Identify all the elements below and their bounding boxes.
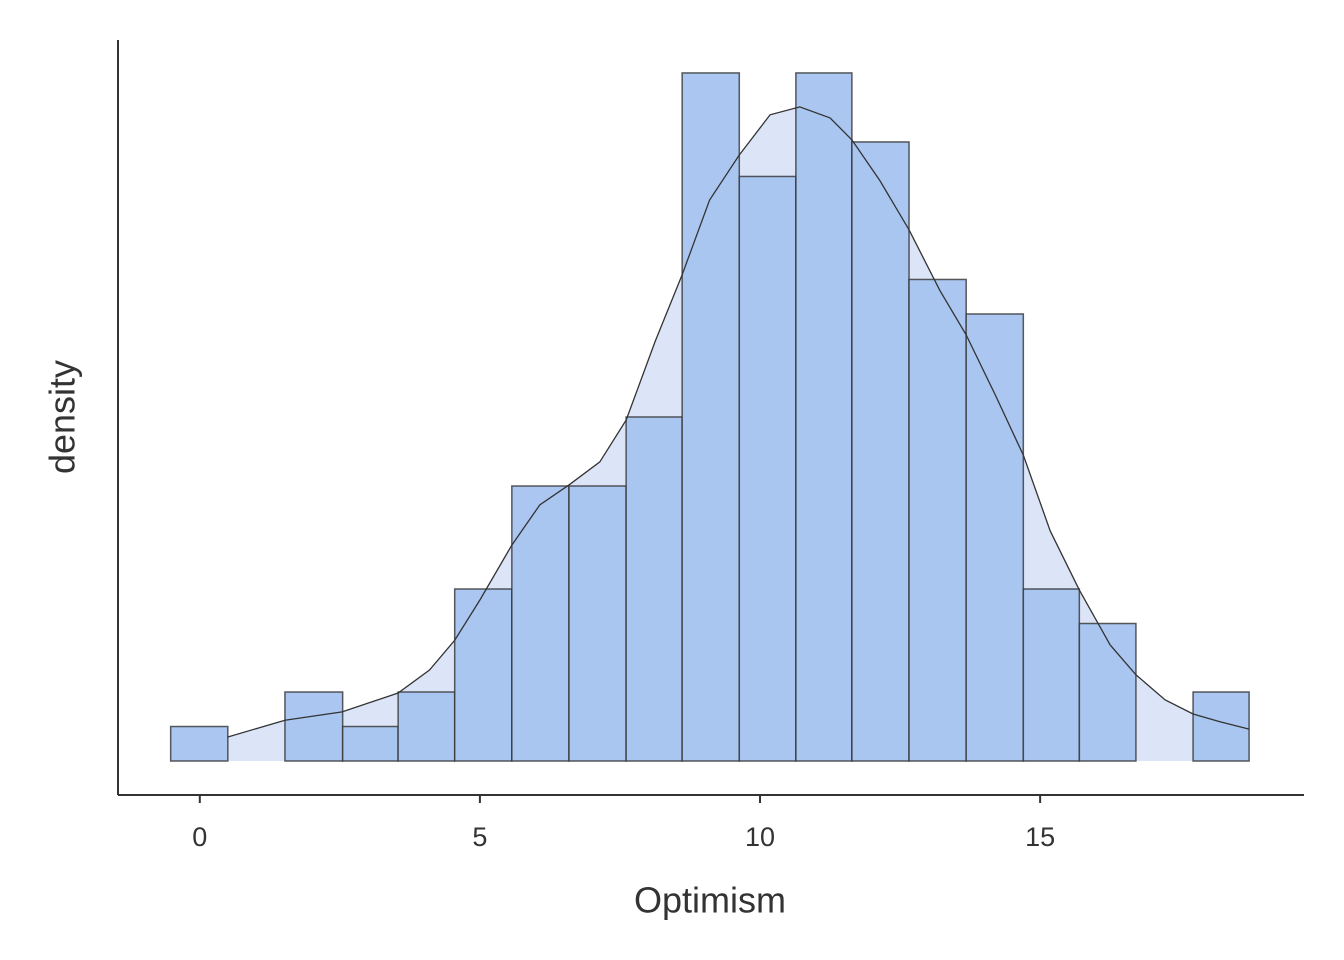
- x-tick-label: 0: [192, 822, 207, 852]
- bar: [511, 485, 570, 762]
- bar: [169, 725, 229, 762]
- bar: [1078, 622, 1137, 762]
- y-axis-label: density: [42, 360, 83, 474]
- bar: [625, 416, 683, 762]
- bar: [397, 691, 456, 762]
- bar: [341, 725, 399, 762]
- x-tick-label: 10: [745, 822, 775, 852]
- density-line: [227, 106, 1250, 738]
- x-tick-label: 15: [1025, 822, 1055, 852]
- bar: [965, 313, 1025, 762]
- bar: [453, 588, 513, 762]
- bar: [681, 72, 741, 762]
- bar: [284, 691, 344, 762]
- bar: [795, 72, 853, 762]
- bar: [851, 141, 910, 762]
- bar: [1022, 588, 1081, 762]
- bar: [568, 485, 627, 762]
- x-tick-label: 5: [472, 822, 487, 852]
- bar: [738, 175, 797, 762]
- bar: [908, 278, 967, 762]
- x-axis-label: Optimism: [634, 880, 786, 921]
